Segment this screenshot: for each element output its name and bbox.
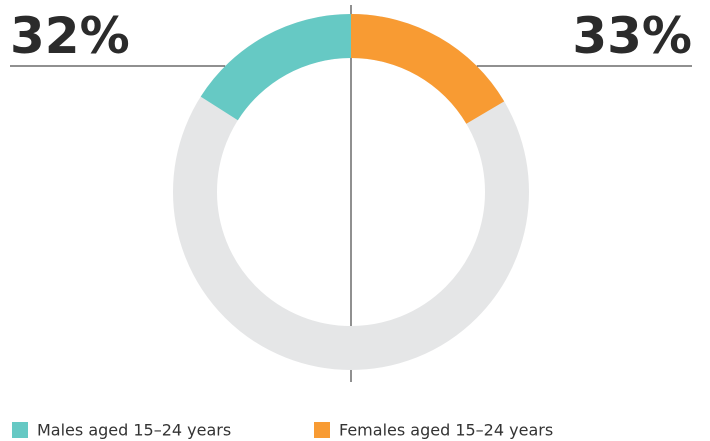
legend-swatch — [12, 422, 28, 438]
legend-label: Males aged 15–24 years — [37, 421, 231, 440]
value-label: 33% — [572, 7, 692, 65]
donut-segment — [200, 14, 351, 121]
donut-segment — [351, 14, 505, 124]
legend-label: Females aged 15–24 years — [339, 421, 553, 440]
legend-swatch — [314, 422, 330, 438]
value-label: 32% — [10, 7, 130, 65]
